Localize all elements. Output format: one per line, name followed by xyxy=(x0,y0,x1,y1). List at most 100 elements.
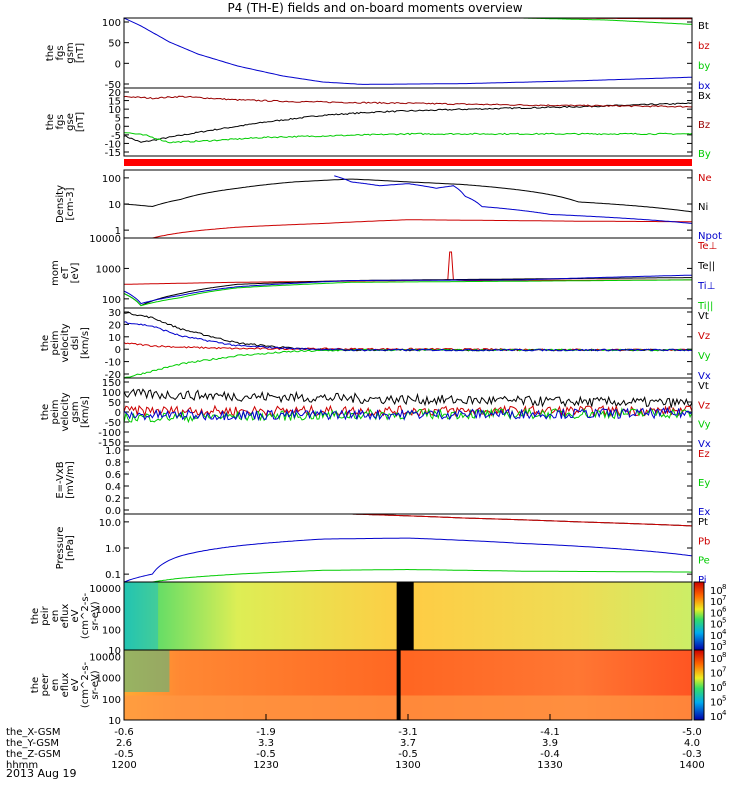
colorbar-tick-label: 10 xyxy=(710,586,723,597)
y-axis-label: eflux xyxy=(60,673,71,698)
heatmap-band xyxy=(124,650,170,692)
x-row-value: 1300 xyxy=(395,760,420,771)
y-tick-label: 0.6 xyxy=(105,470,121,481)
y-tick-label: 100 xyxy=(102,18,121,29)
colorbar-tick-label: 10 xyxy=(710,654,723,665)
colorbar-tick-label: 10 xyxy=(710,712,723,723)
y-tick-label: 10000 xyxy=(89,652,121,663)
x-row-value: 3.9 xyxy=(542,738,558,749)
x-row-value: -4.1 xyxy=(540,727,560,738)
y-axis-label: (cm^2-s- xyxy=(80,661,91,708)
x-row-label: hhmm xyxy=(6,760,38,771)
x-row-value: 4.0 xyxy=(684,738,700,749)
y-tick-label: 1000 xyxy=(96,605,121,616)
legend-label: bx xyxy=(698,81,710,92)
colorbar-tick-exponent: 7 xyxy=(722,594,726,602)
x-row-value: -1.9 xyxy=(256,727,276,738)
legend-label: bz xyxy=(698,41,710,52)
y-axis-label: velocity xyxy=(60,392,71,431)
y-tick-label: 5 xyxy=(115,114,121,125)
colorbar-tick-exponent: 5 xyxy=(722,617,726,625)
y-axis-label: the xyxy=(40,335,51,351)
x-row-value: 3.7 xyxy=(400,738,416,749)
x-row-value: -0.5 xyxy=(114,749,134,760)
chart-title: P4 (TH-E) fields and on-board moments ov… xyxy=(227,1,523,15)
y-axis-label: en xyxy=(50,679,61,692)
legend-label: Vt xyxy=(698,381,709,392)
y-tick-label: 50 xyxy=(108,39,121,50)
legend-label: by xyxy=(698,61,710,72)
y-tick-label: -10 xyxy=(105,139,121,150)
y-tick-label: 150 xyxy=(102,378,121,389)
data-gap xyxy=(396,650,401,720)
legend-label: Vx xyxy=(698,439,711,450)
series-line-by xyxy=(521,17,692,25)
legend-label: Vz xyxy=(698,331,710,342)
y-axis-label: gsm xyxy=(70,401,81,422)
y-tick-label: -100 xyxy=(98,428,121,439)
x-row-value: 3.3 xyxy=(258,738,274,749)
legend-label: Vy xyxy=(698,351,711,362)
panel-frame xyxy=(123,237,693,309)
y-tick-label: 20 xyxy=(108,88,121,99)
x-row-value: 1400 xyxy=(679,760,704,771)
y-axis-label: Density xyxy=(55,185,66,223)
colorbar-tick-exponent: 5 xyxy=(722,695,726,703)
legend-label: Ez xyxy=(698,449,710,460)
x-row-value: -5.0 xyxy=(682,727,702,738)
y-tick-label: 0 xyxy=(115,408,121,419)
y-tick-label: 50 xyxy=(108,398,121,409)
y-axis-label: peim xyxy=(50,330,61,355)
y-axis-label: peir xyxy=(40,605,51,625)
colorbar-tick-exponent: 3 xyxy=(722,639,726,647)
y-axis-label: eV xyxy=(70,678,81,691)
series-line-Ti⊥ xyxy=(123,274,692,305)
legend-label: Pe xyxy=(698,556,710,567)
x-row-value: 2.6 xyxy=(116,738,132,749)
y-tick-label: 10.0 xyxy=(99,518,121,529)
legend-label: Ti|| xyxy=(697,301,713,312)
y-axis-label: sr-eV) xyxy=(90,601,101,630)
legend-label: Vy xyxy=(698,420,711,431)
y-tick-label: 0 xyxy=(115,59,121,70)
series-line-bx xyxy=(123,17,693,85)
y-tick-label: 0.1 xyxy=(105,570,121,581)
legend-label: Ex xyxy=(698,507,710,518)
y-tick-label: 10 xyxy=(108,646,121,657)
colorbar-tick-label: 10 xyxy=(710,683,723,694)
colorbar-tick-exponent: 7 xyxy=(722,666,726,674)
colorbar-tick-label: 10 xyxy=(710,608,723,619)
x-row-value: -0.6 xyxy=(114,727,134,738)
legend-label: Vx xyxy=(698,371,711,382)
y-tick-label: 100 xyxy=(102,388,121,399)
y-axis-label: Pressure xyxy=(55,527,66,570)
y-tick-label: 1.0 xyxy=(105,446,121,457)
y-tick-label: 10 xyxy=(108,716,121,727)
y-axis-label: mom xyxy=(50,260,61,286)
x-row-label: the_Y-GSM xyxy=(6,738,59,749)
y-axis-label: gsm xyxy=(65,42,76,63)
y-tick-label: 1000 xyxy=(96,264,121,275)
legend-label: Bz xyxy=(698,120,710,131)
legend-label: By xyxy=(698,149,711,160)
y-tick-label: -20 xyxy=(105,370,121,381)
y-axis-label: the xyxy=(45,114,56,130)
x-row-value: -3.1 xyxy=(398,727,418,738)
legend-label: Ti⊥ xyxy=(697,281,715,292)
x-row-value: 1200 xyxy=(111,760,136,771)
panel-frame xyxy=(123,307,693,379)
y-tick-label: 100 xyxy=(102,295,121,306)
y-tick-label: 100 xyxy=(102,695,121,706)
legend-label: Ne xyxy=(698,173,712,184)
y-tick-label: -5 xyxy=(111,131,121,142)
colorbar-tick-label: 10 xyxy=(710,669,723,680)
y-axis-label: the xyxy=(30,608,41,624)
series-line-Vt xyxy=(123,388,693,408)
series-line-Pi xyxy=(123,537,693,583)
series-line-Vx xyxy=(123,406,693,422)
series-line-Pe xyxy=(124,569,692,583)
y-tick-label: 20 xyxy=(108,320,121,331)
series-line-Bx xyxy=(123,102,693,143)
y-axis-label: E=-VxB xyxy=(55,461,66,498)
legend-label: Vt xyxy=(698,311,709,322)
